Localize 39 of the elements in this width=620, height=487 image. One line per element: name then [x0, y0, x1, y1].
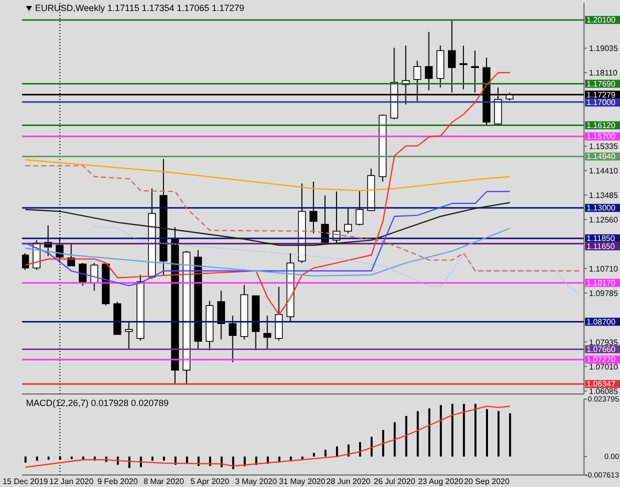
- x-tick-label: 23 Aug 2020: [418, 477, 464, 486]
- ref-line-label: 1.07270: [586, 355, 616, 364]
- x-tick-label: 31 May 2020: [279, 477, 326, 486]
- x-tick-label: 5 Apr 2020: [190, 477, 230, 486]
- y-tick-label: 1.18110: [589, 68, 618, 78]
- chart-title: EURUSD,Weekly 1.17115 1.17354 1.17065 1.17279: [35, 3, 244, 13]
- y-tick-label: 1.06085: [589, 386, 618, 396]
- x-tick-label: 15 Dec 2019: [2, 477, 49, 486]
- y-tick-label: 1.12560: [589, 215, 618, 224]
- x-tick-label: 26 Jul 2020: [374, 477, 416, 486]
- ref-line-label: 1.13000: [586, 204, 616, 213]
- y-tick-label: 1.10710: [589, 264, 618, 274]
- y-tick-label: 1.07010: [589, 362, 618, 372]
- ref-line-label: 1.14940: [586, 152, 616, 162]
- y-tick-label: 1.07935: [589, 338, 618, 347]
- y-tick-label: 1.15335: [589, 142, 618, 151]
- x-tick-label: 12 Jan 2020: [49, 477, 94, 486]
- ref-line-label: 1.16120: [586, 120, 616, 130]
- ref-line-label: 1.17690: [586, 79, 616, 88]
- ref-line-label: 1.10170: [586, 278, 616, 288]
- x-tick-label: 8 Mar 2020: [144, 477, 185, 486]
- y-tick-label: 1.13485: [589, 190, 618, 200]
- ref-line-label: 1.06347: [586, 380, 616, 389]
- ref-line-label: 1.20100: [586, 16, 616, 25]
- ref-line-label: 1.11850: [586, 234, 616, 243]
- y-tick-label: 1.19035: [589, 44, 618, 53]
- x-tick-label: 20 Sep 2020: [464, 477, 510, 486]
- x-tick-label: 3 May 2020: [235, 477, 278, 486]
- x-tick-label: 28 Jun 2020: [326, 477, 371, 486]
- ref-line-label: 1.11650: [586, 242, 616, 251]
- ref-line-label: 1.17279: [586, 90, 616, 100]
- y-tick-label: 1.09785: [589, 288, 618, 298]
- ref-line-label: 1.17000: [586, 98, 616, 108]
- ref-line-label: 1.07660: [586, 344, 616, 354]
- y-tick-label: 1.14410: [589, 166, 618, 176]
- ref-line-label: 1.08700: [586, 317, 616, 326]
- x-tick-label: 9 Feb 2020: [97, 477, 138, 486]
- ref-line-label: 1.15700: [586, 132, 616, 142]
- chart-title: MACD(12,26,7) 0.017928 0.020789: [26, 398, 169, 408]
